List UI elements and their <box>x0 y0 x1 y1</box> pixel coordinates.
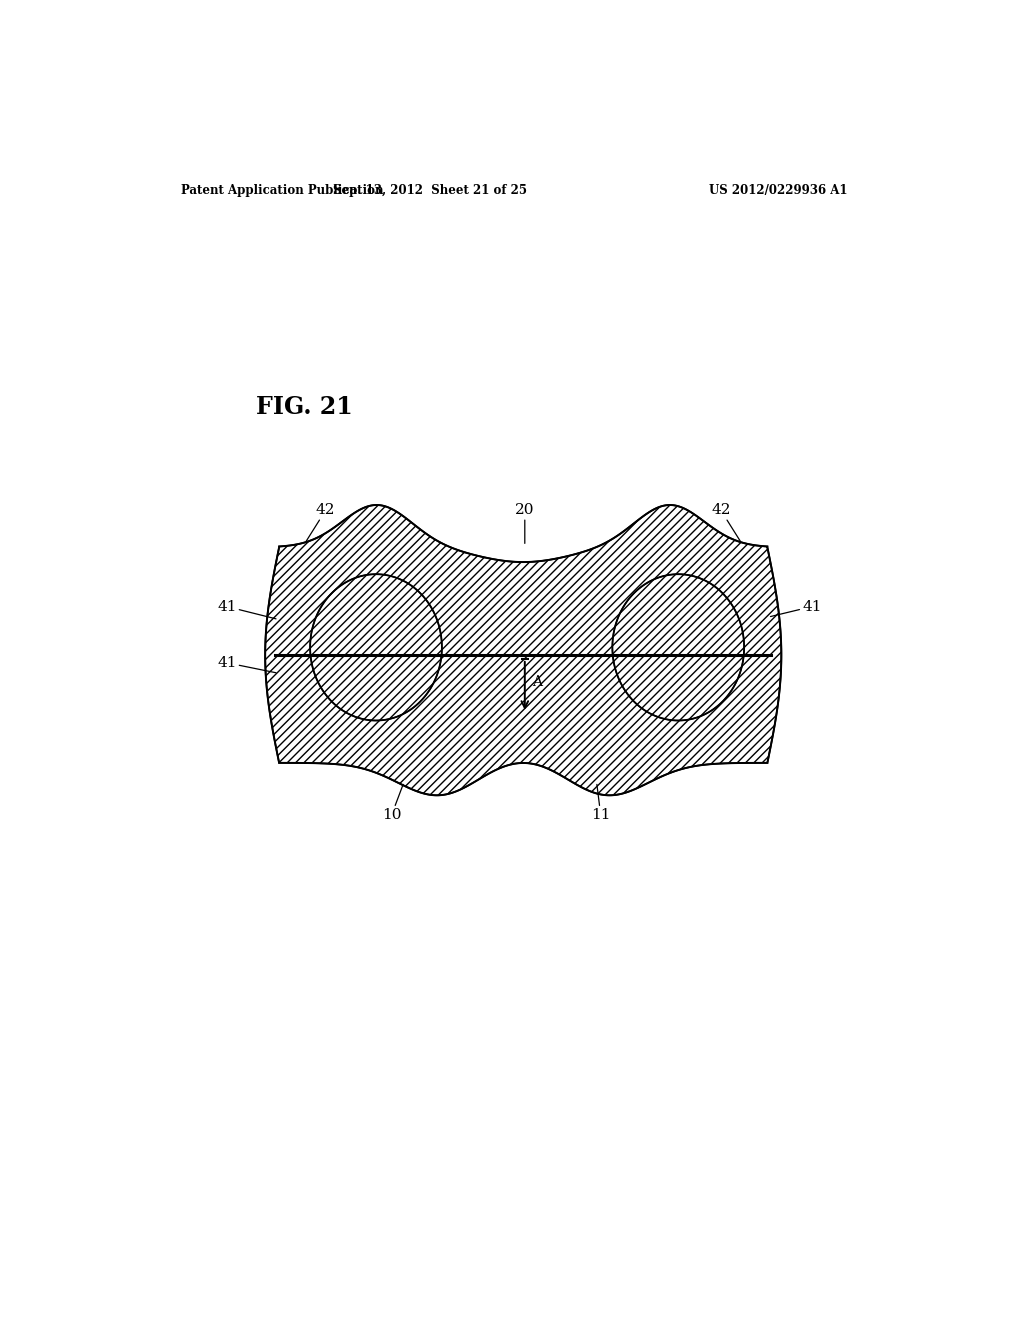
Polygon shape <box>612 574 744 721</box>
Text: 41: 41 <box>217 656 276 673</box>
Text: Sep. 13, 2012  Sheet 21 of 25: Sep. 13, 2012 Sheet 21 of 25 <box>333 185 527 197</box>
Text: 20: 20 <box>515 503 535 544</box>
Text: 41: 41 <box>770 599 821 616</box>
Text: US 2012/0229936 A1: US 2012/0229936 A1 <box>710 185 848 197</box>
Text: 42: 42 <box>711 503 740 541</box>
Text: A: A <box>532 675 543 689</box>
Polygon shape <box>265 506 781 795</box>
Text: 41: 41 <box>217 599 276 619</box>
Text: FIG. 21: FIG. 21 <box>256 395 352 418</box>
Text: Patent Application Publication: Patent Application Publication <box>180 185 383 197</box>
Text: 42: 42 <box>306 503 336 541</box>
Text: 10: 10 <box>382 784 403 822</box>
Text: 11: 11 <box>591 784 610 822</box>
Polygon shape <box>310 574 442 721</box>
